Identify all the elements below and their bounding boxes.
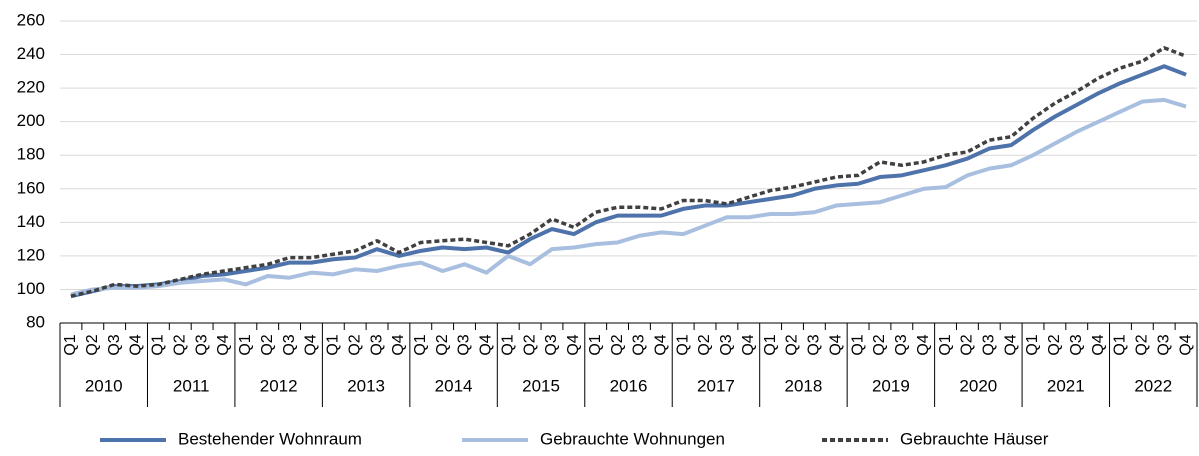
x-tick-label: Q2 [959,334,976,355]
x-tick-label: Q2 [1046,334,1063,355]
x-tick-label: Q4 [915,334,932,355]
x-tick-label: Q3 [193,334,210,355]
x-tick-label: Q1 [1112,334,1129,355]
x-tick-label: Q2 [784,334,801,355]
x-tick-label: Q4 [653,334,670,355]
series-line [70,64,1187,299]
year-label: 2020 [959,376,997,395]
x-tick-label: Q4 [128,334,145,355]
x-tick-label: Q3 [106,334,123,355]
x-tick-label: Q1 [237,334,254,355]
x-tick-label: Q2 [171,334,188,355]
x-tick-label: Q2 [609,334,626,355]
y-tick-label: 200 [17,111,45,130]
year-label: 2015 [522,376,560,395]
x-tick-label: Q3 [980,334,997,355]
y-tick-label: 120 [17,245,45,264]
series-line [70,97,1187,297]
year-label: 2018 [785,376,823,395]
y-tick-label: 240 [17,44,45,63]
x-tick-label: Q1 [499,334,516,355]
y-tick-label: 160 [17,178,45,197]
y-tick-label: 220 [17,78,45,97]
x-tick-label: Q3 [1155,334,1172,355]
x-tick-label: Q4 [478,334,495,355]
legend-label: Gebrauchte Häuser [900,429,1049,448]
x-tick-label: Q1 [937,334,954,355]
y-tick-label: 180 [17,145,45,164]
x-tick-label: Q3 [718,334,735,355]
x-tick-label: Q4 [1090,334,1107,355]
x-tick-label: Q2 [1134,334,1151,355]
x-tick-label: Q1 [325,334,342,355]
series-line [70,46,1187,298]
x-tick-label: Q3 [893,334,910,355]
year-label: 2014 [435,376,473,395]
x-tick-label: Q1 [1024,334,1041,355]
x-tick-label: Q4 [215,334,232,355]
x-tick-label: Q4 [565,334,582,355]
y-tick-label: 80 [26,312,45,331]
x-tick-label: Q1 [412,334,429,355]
x-tick-label: Q3 [456,334,473,355]
x-tick-label: Q2 [346,334,363,355]
year-label: 2017 [697,376,735,395]
year-label: 2010 [85,376,123,395]
x-tick-label: Q1 [62,334,79,355]
year-label: 2022 [1134,376,1172,395]
x-tick-label: Q1 [849,334,866,355]
x-tick-label: Q2 [696,334,713,355]
y-tick-label: 260 [17,10,45,29]
x-tick-label: Q4 [1177,334,1194,355]
x-tick-label: Q3 [543,334,560,355]
year-label: 2021 [1047,376,1085,395]
x-tick-label: Q1 [762,334,779,355]
x-tick-label: Q1 [587,334,604,355]
year-label: 2019 [872,376,910,395]
x-tick-label: Q3 [368,334,385,355]
year-label: 2011 [173,376,210,395]
year-label: 2016 [610,376,648,395]
x-tick-label: Q3 [806,334,823,355]
y-tick-label: 140 [17,212,45,231]
x-tick-label: Q2 [521,334,538,355]
x-tick-label: Q2 [871,334,888,355]
x-tick-label: Q2 [259,334,276,355]
year-label: 2013 [347,376,385,395]
x-tick-label: Q4 [827,334,844,355]
x-tick-label: Q1 [150,334,167,355]
x-tick-label: Q4 [1002,334,1019,355]
x-tick-label: Q2 [84,334,101,355]
x-tick-label: Q4 [390,334,407,355]
y-tick-label: 100 [17,279,45,298]
x-tick-label: Q4 [740,334,757,355]
legend-label: Gebrauchte Wohnungen [540,429,725,448]
legend-label: Bestehender Wohnraum [178,429,362,448]
x-tick-label: Q1 [674,334,691,355]
x-tick-label: Q3 [631,334,648,355]
year-label: 2012 [260,376,298,395]
x-tick-label: Q4 [303,334,320,355]
x-tick-label: Q3 [281,334,298,355]
x-tick-label: Q2 [434,334,451,355]
x-tick-label: Q3 [1068,334,1085,355]
